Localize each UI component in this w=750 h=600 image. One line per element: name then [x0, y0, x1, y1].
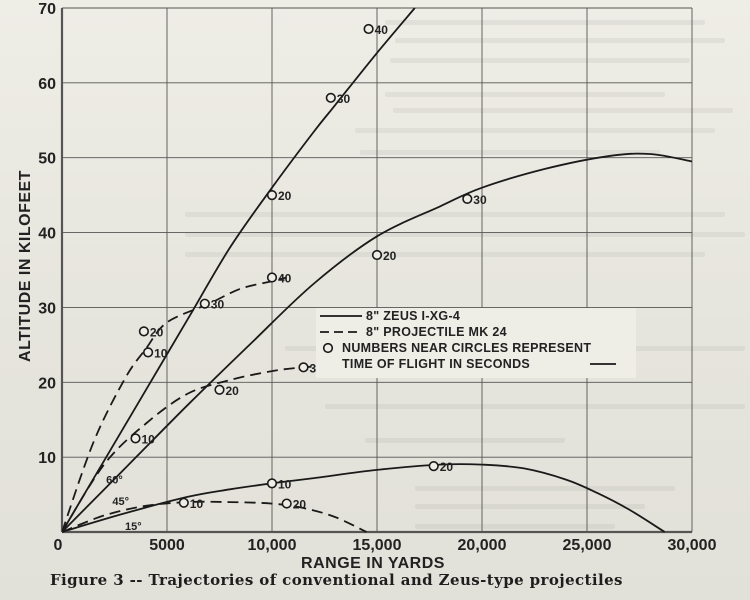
series-line-mk24-60deg: [62, 276, 287, 533]
data-point-marker: [178, 497, 189, 508]
legend-entry: NUMBERS NEAR CIRCLES REPRESENT: [342, 341, 591, 355]
legend-entry: 8" ZEUS I-XG-4: [366, 309, 460, 323]
figure-caption: Figure 3 -- Trajectories of conventional…: [50, 571, 623, 589]
y-tick-label: 70: [38, 1, 56, 18]
y-tick-label: 50: [38, 151, 56, 168]
y-axis-title: ALTITUDE IN KILOFEET: [17, 170, 34, 362]
y-tick-label: 30: [38, 300, 56, 317]
time-of-flight-label: 10: [190, 497, 204, 511]
data-point-marker: [371, 249, 383, 261]
time-of-flight-label: 20: [226, 384, 240, 398]
data-point-marker: [363, 23, 374, 35]
legend-swatch-circle: [322, 342, 334, 354]
x-axis-title: RANGE IN YARDS: [301, 555, 445, 572]
time-of-flight-label: 10: [142, 432, 156, 446]
time-of-flight-label: 20: [293, 498, 307, 512]
time-of-flight-label: 10: [278, 477, 292, 491]
launch-angle-label: 15°: [125, 521, 142, 533]
time-of-flight-label: 20: [150, 325, 164, 339]
chart-grid: [60, 7, 693, 534]
x-tick-label: 0: [54, 537, 63, 554]
time-of-flight-label: 30: [211, 298, 225, 312]
data-point-marker: [428, 461, 439, 472]
series-line-mk24-45deg: [62, 364, 331, 533]
x-tick-label: 25,000: [563, 537, 612, 554]
y-tick-label: 40: [38, 226, 56, 243]
chart-labels: 60° 45° 15°: [106, 474, 142, 532]
data-point-marker: [325, 92, 336, 103]
time-of-flight-label: 30: [473, 193, 487, 207]
time-of-flight-label: 20: [440, 460, 454, 474]
data-point-marker: [214, 384, 225, 395]
data-point-marker: [266, 478, 278, 489]
time-of-flight-label: 20: [278, 189, 292, 203]
time-of-flight-label: 10: [154, 346, 168, 360]
chart-axes: 0 5000 10,000 15,000 20,000 25,000 30,00010203…: [17, 1, 717, 572]
series-line-zeus-45deg: [62, 152, 693, 533]
data-point-marker: [266, 190, 278, 201]
chart-legend: 8" ZEUS I-XG-4 8" PROJECTILE MK 24 NUMBERS…: [316, 308, 636, 378]
chart-series: [62, 7, 693, 533]
legend-entry: TIME OF FLIGHT IN SECONDS: [342, 357, 530, 371]
series-line-mk24-15deg: [62, 500, 367, 533]
series-line-zeus-15deg: [62, 463, 666, 533]
data-point-marker: [130, 433, 141, 444]
x-tick-label: 10,000: [248, 537, 297, 554]
x-tick-label: 20,000: [458, 537, 507, 554]
data-point-marker: [298, 362, 309, 373]
launch-angle-label: 45°: [112, 496, 129, 508]
time-of-flight-label: 20: [383, 249, 397, 263]
launch-angle-label: 60°: [106, 474, 123, 486]
data-point-marker: [266, 272, 278, 283]
time-of-flight-label: 30: [337, 92, 351, 106]
legend-background: [316, 308, 636, 378]
data-point-marker: [462, 193, 473, 204]
data-point-marker: [199, 298, 210, 309]
chart-markers: 20304020301020203040101020301020: [130, 23, 487, 512]
y-tick-label: 60: [38, 76, 56, 93]
y-tick-label: 10: [38, 450, 56, 467]
time-of-flight-label: 40: [278, 271, 292, 285]
x-tick-label: 15,000: [353, 537, 402, 554]
data-point-marker: [143, 347, 154, 358]
y-tick-label: 20: [38, 375, 56, 392]
time-of-flight-label: 40: [375, 23, 389, 37]
data-point-marker: [281, 498, 292, 509]
data-point-marker: [138, 326, 149, 337]
x-tick-label: 30,000: [668, 537, 717, 554]
x-tick-label: 5000: [149, 537, 185, 554]
series-line-zeus-60deg: [62, 7, 416, 533]
legend-entry: 8" PROJECTILE MK 24: [366, 325, 507, 339]
